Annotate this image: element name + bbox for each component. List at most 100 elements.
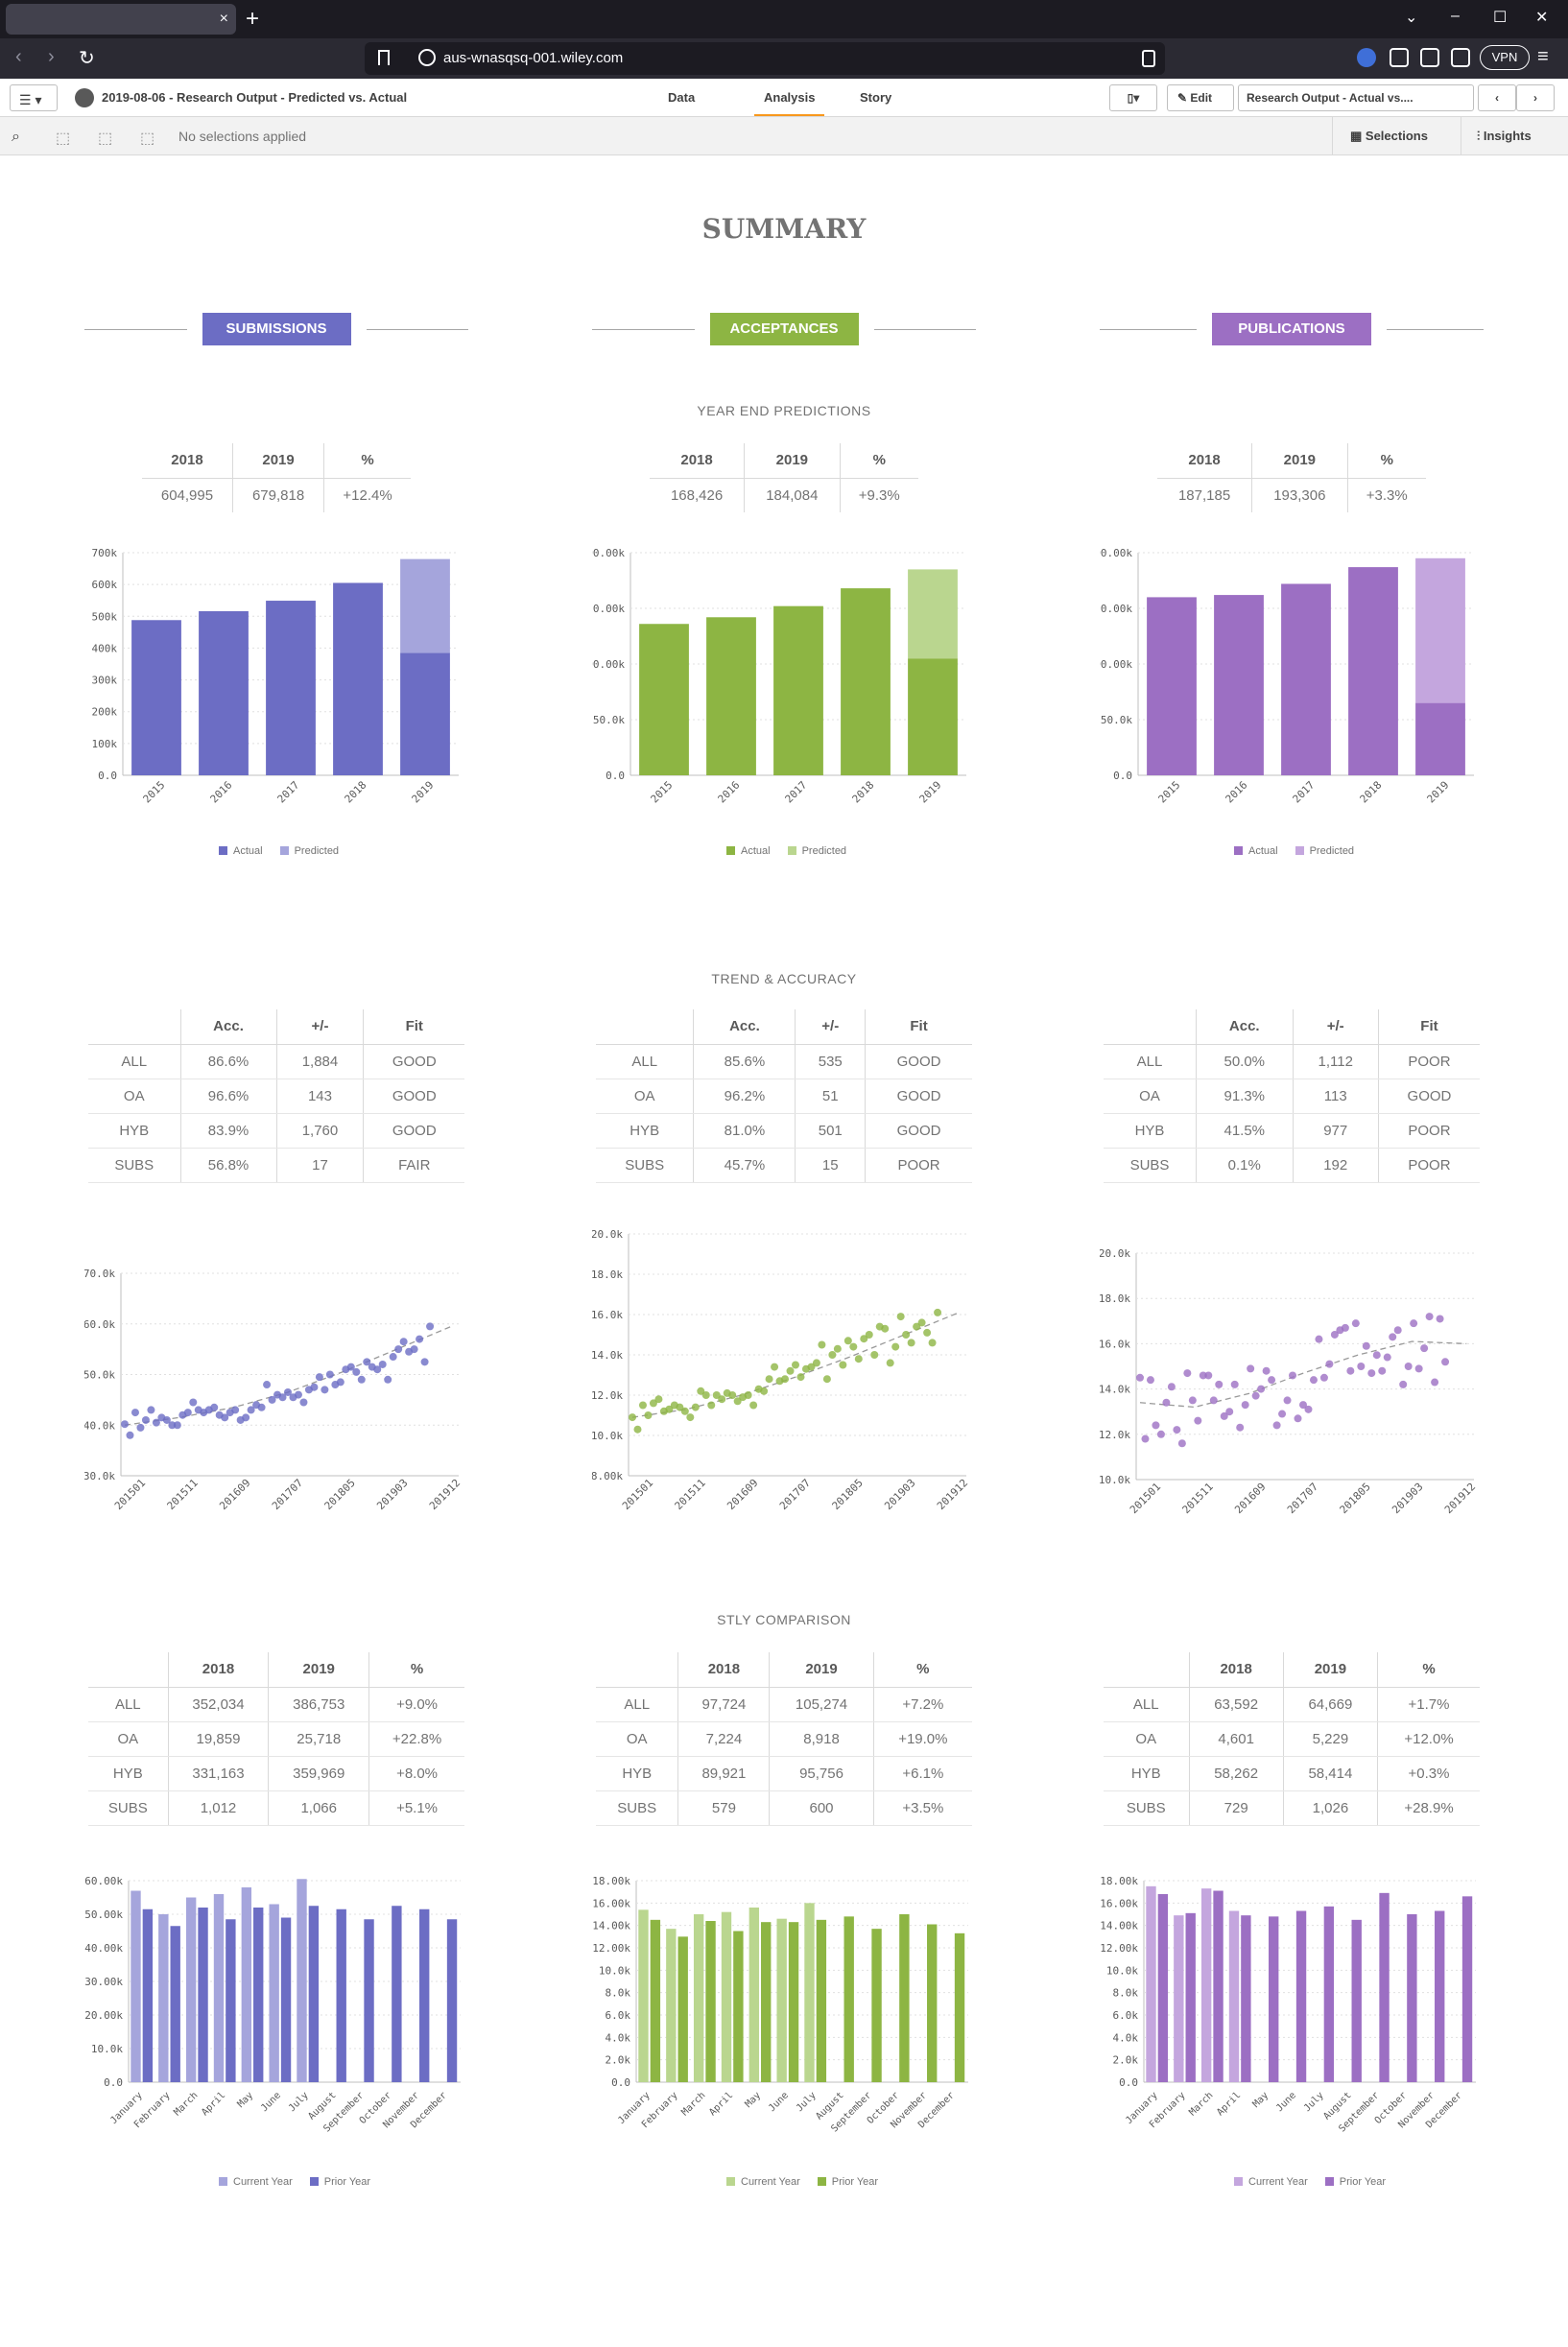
scatter-point[interactable] xyxy=(733,1397,742,1406)
scatter-point[interactable] xyxy=(1315,1335,1323,1343)
bar-prior-year[interactable] xyxy=(816,1919,827,2082)
scatter-point[interactable] xyxy=(712,1391,721,1399)
bar-prior-year[interactable] xyxy=(871,1929,882,2082)
scatter-point[interactable] xyxy=(796,1373,805,1382)
bar-current-year[interactable] xyxy=(748,1908,760,2082)
legend-item[interactable]: Current Year xyxy=(726,2176,800,2188)
new-tab-icon[interactable]: + xyxy=(246,6,260,32)
scatter-point[interactable] xyxy=(886,1359,894,1367)
scatter-point[interactable] xyxy=(854,1355,863,1363)
scatter-point[interactable] xyxy=(902,1331,911,1339)
scatter-point[interactable] xyxy=(744,1391,752,1399)
scatter-point[interactable] xyxy=(881,1324,890,1333)
scatter-point[interactable] xyxy=(136,1423,145,1432)
chart-svg[interactable]: 0.0 2.0k 4.0k 6.0k 8.0k 10.0k 12.00k 14.00k 16.0… xyxy=(592,1863,976,2286)
scatter-point[interactable] xyxy=(121,1420,129,1429)
scatter-point[interactable] xyxy=(843,1337,852,1345)
scatter-point[interactable] xyxy=(686,1413,695,1422)
legend-item[interactable]: Current Year xyxy=(1234,2176,1308,2188)
scatter-point[interactable] xyxy=(707,1401,716,1410)
reload-icon[interactable]: ↻ xyxy=(79,48,95,69)
scatter-point[interactable] xyxy=(749,1401,758,1410)
legend-item[interactable]: Prior Year xyxy=(1324,2176,1386,2188)
scatter-point[interactable] xyxy=(680,1407,689,1415)
scatter-point[interactable] xyxy=(416,1335,424,1343)
bar-actual[interactable] xyxy=(841,588,891,775)
legend-item[interactable]: Actual xyxy=(1234,845,1278,857)
bar-actual[interactable] xyxy=(400,652,450,775)
scatter-point[interactable] xyxy=(1152,1421,1160,1430)
wallet-icon[interactable] xyxy=(1451,48,1470,67)
page-action-icon[interactable] xyxy=(1142,50,1155,67)
scatter-point[interactable] xyxy=(357,1375,366,1384)
scatter-point[interactable] xyxy=(399,1338,408,1346)
bar-prior-year[interactable] xyxy=(705,1921,716,2082)
bar-actual[interactable] xyxy=(1415,702,1465,775)
legend-item[interactable]: Current Year xyxy=(219,2176,293,2188)
bar-actual[interactable] xyxy=(266,601,316,775)
selections-button[interactable]: ▦ Selections xyxy=(1332,117,1461,155)
scatter-point[interactable] xyxy=(1156,1430,1165,1438)
bar-actual[interactable] xyxy=(1348,567,1398,775)
scatter-point[interactable] xyxy=(221,1413,229,1422)
clear-all-icon[interactable]: ⬚ xyxy=(140,130,155,147)
scatter-point[interactable] xyxy=(1362,1341,1370,1350)
chart-svg[interactable]: 0.0 50.0k 100.00k 150.00k 200.00k 2015 2016 201… xyxy=(1100,549,1484,827)
scatter-point[interactable] xyxy=(268,1395,276,1404)
scatter-point[interactable] xyxy=(728,1391,737,1399)
bar-actual[interactable] xyxy=(706,617,756,775)
bar-prior-year[interactable] xyxy=(1435,1910,1445,2083)
chart-svg[interactable]: 10.0k 12.0k 14.0k 16.0k 18.0k 20.0k 201501 2015… xyxy=(1100,1221,1484,1547)
bar-prior-year[interactable] xyxy=(1461,1896,1473,2082)
bar-actual[interactable] xyxy=(1147,597,1197,775)
bar-prior-year[interactable] xyxy=(1241,1915,1251,2082)
browser-tab[interactable]: × xyxy=(6,4,236,35)
scatter-point[interactable] xyxy=(315,1373,323,1382)
scatter-point[interactable] xyxy=(426,1322,435,1331)
scatter-point[interactable] xyxy=(791,1361,799,1369)
scatter-point[interactable] xyxy=(923,1328,932,1337)
bar-prior-year[interactable] xyxy=(392,1906,402,2082)
scatter-point[interactable] xyxy=(818,1340,826,1349)
scatter-point[interactable] xyxy=(410,1345,418,1354)
bar-predicted[interactable] xyxy=(1415,557,1465,703)
scatter-point[interactable] xyxy=(934,1308,942,1316)
scatter-point[interactable] xyxy=(1257,1385,1266,1393)
scatter-point[interactable] xyxy=(917,1318,926,1327)
scatter-point[interactable] xyxy=(231,1406,240,1414)
scatter-point[interactable] xyxy=(1141,1434,1150,1443)
chart-svg[interactable]: 30.0k 40.0k 50.0k 60.0k 70.0k 201501 201511 201… xyxy=(84,1221,468,1547)
scatter-point[interactable] xyxy=(162,1415,171,1424)
scatter-point[interactable] xyxy=(1278,1410,1287,1418)
bar-current-year[interactable] xyxy=(721,1911,732,2082)
scatter-point[interactable] xyxy=(247,1406,255,1414)
scatter-point[interactable] xyxy=(1251,1391,1260,1400)
scatter-point[interactable] xyxy=(654,1395,663,1404)
bar-prior-year[interactable] xyxy=(253,1908,264,2082)
scatter-point[interactable] xyxy=(665,1405,674,1413)
tab-analysis[interactable]: Analysis xyxy=(754,90,825,116)
scatter-point[interactable] xyxy=(1431,1378,1439,1387)
bar-current-year[interactable] xyxy=(241,1887,252,2082)
scatter-point[interactable] xyxy=(638,1401,647,1410)
scatter-point[interactable] xyxy=(1188,1396,1197,1405)
bar-current-year[interactable] xyxy=(693,1914,704,2082)
scatter-point[interactable] xyxy=(697,1387,705,1395)
bar-current-year[interactable] xyxy=(804,1903,815,2082)
scatter-point[interactable] xyxy=(1194,1416,1202,1425)
legend-item[interactable]: Actual xyxy=(219,845,263,857)
bookmark-page-icon[interactable] xyxy=(378,50,390,65)
previous-sheet-button[interactable]: ‹ xyxy=(1478,84,1516,111)
bar-prior-year[interactable] xyxy=(280,1917,292,2083)
scatter-point[interactable] xyxy=(718,1395,726,1404)
browser-menu-icon[interactable]: ≡ xyxy=(1537,46,1549,67)
bar-prior-year[interactable] xyxy=(788,1922,799,2082)
scatter-point[interactable] xyxy=(1167,1383,1176,1391)
legend-item[interactable]: Predicted xyxy=(1295,845,1354,857)
bar-actual[interactable] xyxy=(131,620,181,775)
url-text[interactable]: aus-wnasqsq-001.wiley.com xyxy=(443,50,624,66)
scatter-point[interactable] xyxy=(781,1375,790,1384)
scatter-point[interactable] xyxy=(1325,1360,1334,1368)
scatter-point[interactable] xyxy=(1230,1380,1239,1388)
legend-item[interactable]: Predicted xyxy=(279,845,339,857)
